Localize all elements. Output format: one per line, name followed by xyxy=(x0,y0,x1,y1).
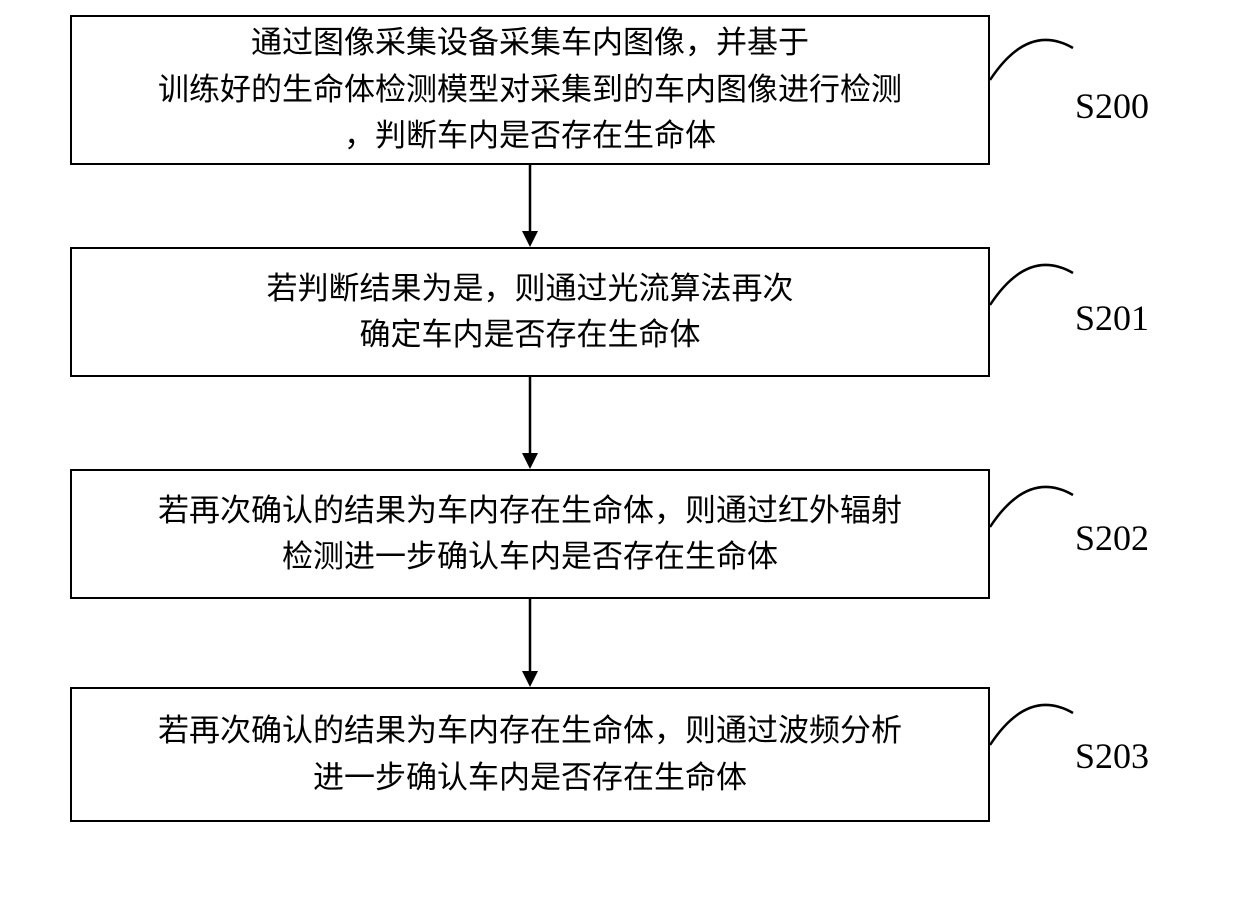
box-text-s201: 若判断结果为是，则通过光流算法再次 确定车内是否存在生命体 xyxy=(267,266,794,359)
box-text-s203: 若再次确认的结果为车内存在生命体，则通过波频分析 进一步确认车内是否存在生命体 xyxy=(158,708,902,801)
label-s202: S202 xyxy=(1075,517,1149,559)
arrow-2 xyxy=(70,599,990,687)
step-s200: 通过图像采集设备采集车内图像，并基于 训练好的生命体检测模型对采集到的车内图像进… xyxy=(70,15,1170,165)
step-s202: 若再次确认的结果为车内存在生命体，则通过红外辐射 检测进一步确认车内是否存在生命… xyxy=(70,469,1170,599)
flowchart-container: 通过图像采集设备采集车内图像，并基于 训练好的生命体检测模型对采集到的车内图像进… xyxy=(70,15,1170,822)
arc-s201 xyxy=(988,255,1078,310)
box-s200: 通过图像采集设备采集车内图像，并基于 训练好的生命体检测模型对采集到的车内图像进… xyxy=(70,15,990,165)
label-s203: S203 xyxy=(1075,735,1149,777)
box-text-s202: 若再次确认的结果为车内存在生命体，则通过红外辐射 检测进一步确认车内是否存在生命… xyxy=(158,488,902,581)
box-s201: 若判断结果为是，则通过光流算法再次 确定车内是否存在生命体 xyxy=(70,247,990,377)
label-s200: S200 xyxy=(1075,85,1149,127)
arc-s203 xyxy=(988,695,1078,750)
box-s203: 若再次确认的结果为车内存在生命体，则通过波频分析 进一步确认车内是否存在生命体 xyxy=(70,687,990,822)
arrow-0 xyxy=(70,165,990,247)
step-s201: 若判断结果为是，则通过光流算法再次 确定车内是否存在生命体 S201 xyxy=(70,247,1170,377)
step-s203: 若再次确认的结果为车内存在生命体，则通过波频分析 进一步确认车内是否存在生命体 … xyxy=(70,687,1170,822)
box-text-s200: 通过图像采集设备采集车内图像，并基于 训练好的生命体检测模型对采集到的车内图像进… xyxy=(158,20,902,160)
box-s202: 若再次确认的结果为车内存在生命体，则通过红外辐射 检测进一步确认车内是否存在生命… xyxy=(70,469,990,599)
arc-s200 xyxy=(988,30,1078,85)
arrow-1 xyxy=(70,377,990,469)
arc-s202 xyxy=(988,477,1078,532)
label-s201: S201 xyxy=(1075,297,1149,339)
